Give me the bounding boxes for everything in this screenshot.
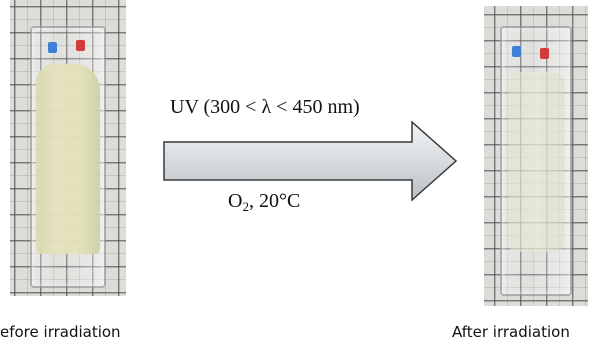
light-condition-label: UV (300 < λ < 450 nm): [170, 96, 360, 118]
red-marker-icon: [76, 40, 85, 51]
gas-subscript: 2: [242, 199, 249, 214]
blue-marker-icon: [48, 42, 57, 53]
caption-before: efore irradiation: [0, 323, 121, 341]
gas-temperature-label: O2, 20°C: [228, 190, 300, 215]
arrow-shape: [163, 120, 458, 202]
red-marker-icon: [540, 48, 549, 59]
yellow-suspension: [36, 64, 100, 254]
photo-after-irradiation: [484, 6, 588, 306]
caption-after: After irradiation: [452, 323, 570, 341]
temperature-text: , 20°C: [248, 190, 301, 212]
blue-marker-icon: [512, 46, 521, 57]
gas-symbol: O: [228, 190, 243, 212]
cuvette-before: [30, 26, 106, 288]
photo-before-irradiation: [10, 0, 126, 296]
clear-solution: [508, 72, 564, 252]
right-arrow-icon: [163, 120, 458, 202]
cuvette-after: [500, 26, 572, 296]
